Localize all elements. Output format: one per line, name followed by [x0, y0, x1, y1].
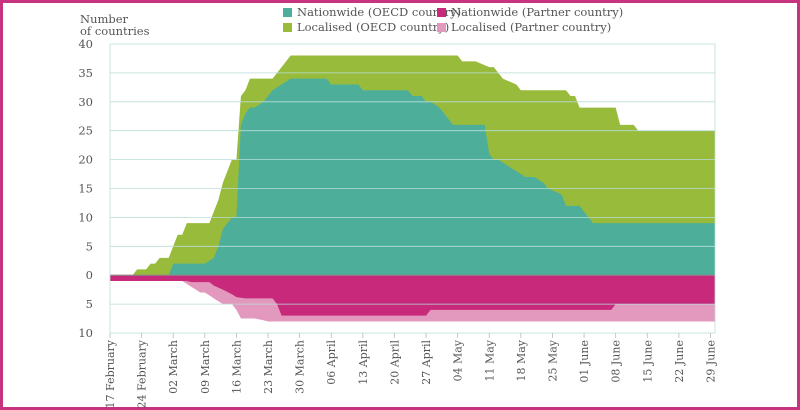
y-tick-label: 10	[78, 326, 93, 340]
y-tick-label: 15	[78, 182, 93, 196]
legend-swatch-partner-nationwide	[437, 8, 446, 17]
x-tick-label: 23 March	[262, 340, 275, 394]
y-tick-label: 0	[86, 268, 93, 282]
x-tick-label: 13 April	[357, 340, 370, 385]
area-nationwide-partner	[110, 275, 715, 316]
legend-swatch-oecd-localised	[283, 23, 292, 32]
legend-item-oecd-localised: Localised (OECD country)	[283, 20, 449, 34]
gridline-layer	[109, 43, 716, 334]
legend-item-oecd-nationwide: Nationwide (OECD country)	[283, 5, 461, 19]
y-axis-title-line-1: Number	[80, 12, 129, 26]
legend-label-partner-localised: Localised (Partner country)	[451, 20, 612, 34]
x-tick-label: 17 February	[104, 339, 117, 408]
x-tick-label: 30 March	[294, 340, 307, 394]
x-tick-label: 04 May	[452, 339, 465, 381]
y-tick-label: 5	[86, 239, 93, 253]
y-tick-label: 30	[78, 95, 93, 109]
legend-swatch-oecd-nationwide	[283, 8, 292, 17]
legend-item-partner-nationwide: Nationwide (Partner country)	[437, 5, 623, 19]
x-tick-label: 02 March	[167, 340, 180, 394]
area-nationwide-oecd	[110, 78, 715, 276]
y-tick-label: 10	[78, 210, 93, 224]
legend-label-oecd-nationwide: Nationwide (OECD country)	[297, 5, 462, 19]
area-layer	[110, 55, 715, 322]
x-tick-label: 25 May	[546, 339, 559, 381]
x-tick-label: 06 April	[325, 340, 338, 385]
y-tick-label: 25	[78, 124, 93, 138]
x-tick-label: 01 June	[578, 340, 591, 383]
legend-label-partner-nationwide: Nationwide (Partner country)	[451, 5, 624, 19]
x-tick-label: 18 May	[515, 339, 528, 381]
x-tick-label: 08 June	[610, 340, 623, 383]
x-tick-label: 27 April	[420, 340, 433, 385]
y-tick-label: 35	[78, 66, 93, 80]
y-tick-label: 40	[78, 37, 93, 51]
y-tick-labels: 40 35 30 25 20 15 10 5 0 5 10	[78, 37, 93, 340]
x-tick-label: 20 April	[388, 340, 401, 385]
x-tick-label: 22 June	[673, 340, 686, 383]
y-tick-label: 20	[78, 153, 93, 167]
x-tick-label: 29 June	[704, 340, 717, 383]
x-tick-label: 15 June	[641, 340, 654, 383]
legend-label-oecd-localised: Localised (OECD country)	[297, 20, 450, 34]
legend-item-partner-localised: Localised (Partner country)	[437, 20, 611, 34]
x-tick-label: 11 May	[483, 339, 496, 381]
x-tick-label: 16 March	[230, 340, 243, 394]
y-axis-title-line-2: of countries	[80, 24, 150, 38]
y-tick-label: 5	[86, 297, 93, 311]
y-axis-title: Number of countries	[80, 13, 180, 37]
x-tick-labels: 17 February 24 February 02 March 09 March 16…	[104, 333, 717, 408]
x-tick-label: 24 February	[136, 339, 149, 408]
x-tick-label: 09 March	[199, 340, 212, 394]
legend-swatch-partner-localised	[437, 23, 446, 32]
